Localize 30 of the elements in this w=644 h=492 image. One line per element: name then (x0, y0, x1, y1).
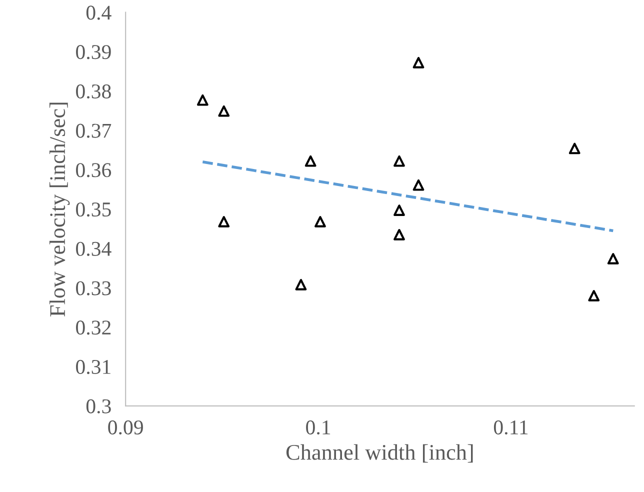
point (314, 216, 326, 228)
point (394, 204, 405, 216)
x-tick-label: 0.11 (494, 420, 528, 435)
y-tick-label: 0.35 (76, 202, 111, 217)
y-tick-label: 0.31 (76, 360, 110, 374)
point (412, 56, 424, 68)
y-tick-label: 0.32 (76, 320, 111, 335)
y-tick-label: 0.4 (86, 6, 112, 20)
point (218, 105, 230, 117)
point (568, 142, 580, 154)
point (304, 155, 316, 167)
point (588, 290, 600, 302)
point (607, 252, 619, 264)
point (394, 228, 405, 240)
point (218, 216, 230, 228)
point (394, 155, 405, 167)
y-tick-label: 0.37 (76, 124, 112, 138)
x-axis-title: Channel width [inch] (286, 444, 473, 463)
y-tick-label: 0.3 (86, 399, 111, 414)
point (412, 179, 424, 191)
x-tick-label: 0.1 (306, 420, 330, 435)
y-tick-label: 0.38 (76, 84, 111, 99)
y-tick-label: 0.39 (76, 45, 111, 60)
y-tick-label: 0.34 (76, 242, 112, 256)
y-tick-label: 0.36 (76, 163, 112, 178)
point (196, 94, 208, 106)
y-axis-title: Flow velocity [inch/sec] (49, 102, 70, 316)
y-tick-label: 0.33 (76, 281, 111, 296)
x-tick-label: 0.09 (108, 420, 143, 435)
point (295, 278, 307, 290)
